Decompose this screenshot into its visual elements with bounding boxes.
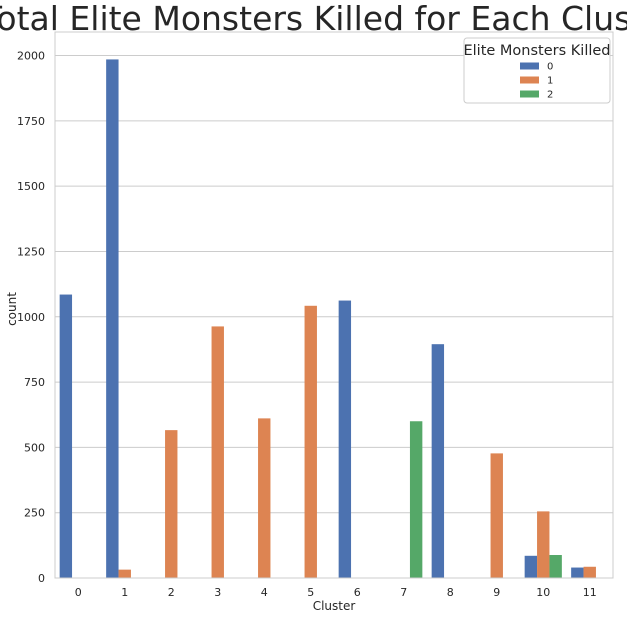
bar-cluster-11-series-0 <box>571 567 584 578</box>
bar-cluster-9-series-1 <box>490 453 503 578</box>
y-tick-label: 750 <box>24 376 45 389</box>
x-tick-label: 9 <box>493 586 500 599</box>
y-tick-label: 1500 <box>17 180 45 193</box>
bar-cluster-4-series-1 <box>258 418 271 578</box>
legend-swatch-2 <box>520 90 539 98</box>
legend-items: 0 1 2 <box>520 62 553 101</box>
x-tick-label: 1 <box>121 586 128 599</box>
bar-cluster-1-series-0 <box>106 59 119 579</box>
y-tick-label: 0 <box>38 572 45 585</box>
bar-cluster-10-series-0 <box>524 555 538 578</box>
x-axis-label: Cluster <box>313 599 356 613</box>
y-tick-label: 1000 <box>17 311 45 324</box>
legend-swatch-0 <box>520 62 539 70</box>
bar-cluster-5-series-1 <box>304 305 317 578</box>
x-tick-label: 6 <box>354 586 361 599</box>
x-tick-label: 0 <box>75 586 82 599</box>
x-tick-label: 2 <box>168 586 175 599</box>
bar-cluster-3-series-1 <box>211 326 224 578</box>
x-tick-labels: 0 1 2 3 4 5 6 7 8 9 10 11 <box>75 586 597 599</box>
plot-frame <box>54 31 614 579</box>
y-tick-label: 1250 <box>17 245 45 258</box>
bar-cluster-0-series-0 <box>59 294 73 578</box>
x-tick-label: 11 <box>583 586 597 599</box>
x-tick-label: 5 <box>307 586 314 599</box>
y-axis-label: count <box>5 292 19 326</box>
y-tick-labels: 0 250 500 750 1000 1250 1500 1750 2000 <box>17 50 45 585</box>
bar-cluster-8-series-0 <box>431 344 445 578</box>
legend: Elite Monsters Killed 0 1 2 <box>463 37 611 104</box>
y-tick-label: 250 <box>24 507 45 520</box>
y-tick-label: 1750 <box>17 115 45 128</box>
bars <box>59 59 596 579</box>
legend-label-0: 0 <box>547 62 553 73</box>
x-tick-label: 4 <box>261 586 268 599</box>
bar-cluster-6-series-0 <box>338 300 352 578</box>
x-tick-label: 7 <box>400 586 407 599</box>
legend-label-1: 1 <box>547 76 553 87</box>
bar-cluster-7-series-2 <box>409 421 423 578</box>
gridlines <box>55 55 613 579</box>
y-tick-label: 500 <box>24 441 45 454</box>
x-tick-label: 3 <box>214 586 221 599</box>
bar-cluster-10-series-1 <box>537 511 550 578</box>
legend-title: Elite Monsters Killed <box>463 43 610 59</box>
bar-cluster-1-series-1 <box>118 569 131 578</box>
legend-swatch-1 <box>520 76 539 84</box>
bar-cluster-11-series-1 <box>583 566 596 578</box>
y-tick-label: 2000 <box>17 50 45 63</box>
legend-box <box>463 37 611 104</box>
bar-cluster-10-series-2 <box>549 555 562 578</box>
bar-cluster-2-series-1 <box>165 430 178 578</box>
legend-label-2: 2 <box>547 90 553 101</box>
x-tick-label: 8 <box>447 586 454 599</box>
x-tick-label: 10 <box>536 586 550 599</box>
